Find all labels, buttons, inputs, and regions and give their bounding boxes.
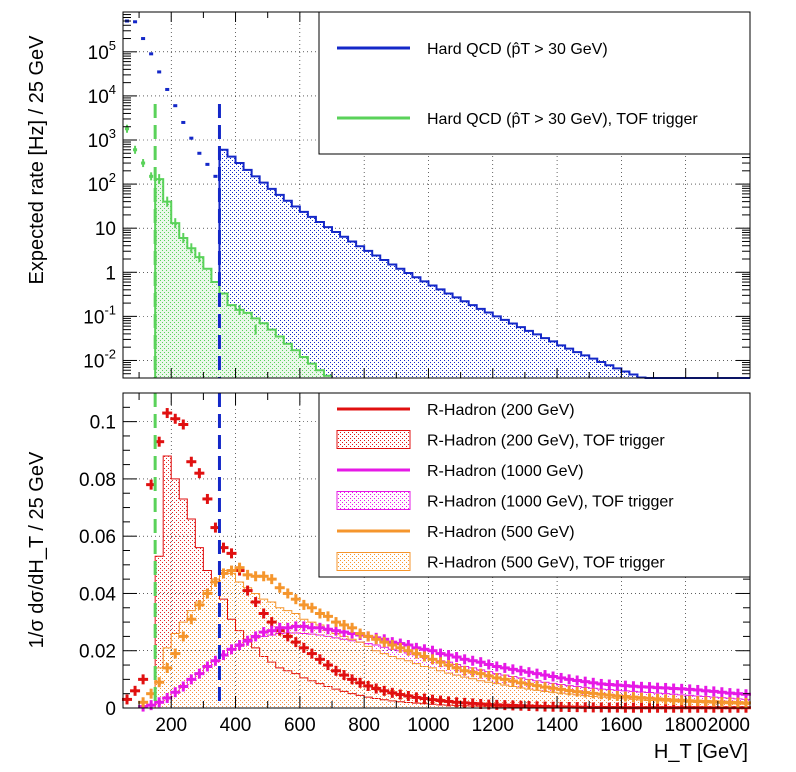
bottom-xtick-label-2: 600 — [284, 715, 316, 736]
top-ytick-label-0: 10-2 — [83, 346, 116, 372]
bottom-xtick-label-4: 1000 — [407, 715, 449, 736]
bottom-ytick-label-2: 0.04 — [79, 584, 116, 605]
bottom-y-tick-labels: 0 0.02 0.04 0.06 0.08 0.1 — [79, 413, 116, 720]
top-ytick-label-1: 10-1 — [83, 302, 116, 328]
bottom-xtick-label-6: 1400 — [536, 715, 578, 736]
bottom-ytick-label-4: 0.08 — [79, 470, 116, 491]
top-plot-area — [125, 19, 750, 379]
bottom-legend-swatch-1 — [336, 430, 411, 449]
bottom-legend-swatch-3 — [336, 491, 411, 510]
bottom-xtick-label-1: 400 — [220, 715, 252, 736]
bottom-xtick-label-9: 2000 — [708, 715, 750, 736]
top-y-axis-title: Expected rate [Hz] / 25 GeV — [26, 35, 48, 285]
top-legend-box — [318, 11, 751, 155]
top-ytick-label-7: 105 — [88, 38, 116, 64]
bottom-legend-label-2: R-Hadron (1000 GeV) — [427, 463, 584, 480]
top-legend-label-0: Hard QCD (p̂T > 30 GeV) — [427, 41, 608, 58]
bottom-xtick-label-7: 1600 — [600, 715, 642, 736]
top-ytick-label-3: 10 — [95, 219, 116, 240]
bottom-legend: R-Hadron (200 GeV) R-Hadron (200 GeV), TO… — [318, 392, 751, 578]
bottom-ytick-label-3: 0.06 — [79, 527, 116, 548]
bottom-x-tick-labels: 200 400 600 800 1000 1200 1400 1600 1800 2000 — [155, 715, 750, 736]
bottom-legend-box — [318, 392, 751, 578]
bottom-xtick-label-3: 800 — [348, 715, 380, 736]
bottom-ytick-label-1: 0.02 — [79, 642, 116, 663]
top-hist-fill-0 — [219, 149, 750, 378]
top-ytick-label-6: 104 — [88, 82, 116, 108]
top-hist-line-1 — [154, 178, 332, 378]
top-legend-label-1: Hard QCD (p̂T > 30 GeV), TOF trigger — [427, 111, 698, 128]
bottom-panel: 0 0.02 0.04 0.06 0.08 0.1 200 400 600 800 1000 120… — [26, 392, 751, 763]
top-ytick-label-5: 103 — [88, 126, 116, 152]
bottom-y-axis-title-text: 1/σ dσ/dH_T / 25 GeV — [26, 451, 48, 648]
top-y-tick-labels: 10-2 10-1 1 10 102 103 104 105 — [83, 38, 116, 373]
bottom-hist-fill-rh500 — [123, 570, 750, 708]
bottom-legend-label-1: R-Hadron (200 GeV), TOF trigger — [427, 433, 665, 450]
top-ytick-label-2: 1 — [105, 263, 116, 284]
bottom-ytick-label-0: 0 — [105, 699, 116, 720]
top-legend: Hard QCD (p̂T > 30 GeV) Hard QCD (p̂T > 3… — [318, 11, 751, 155]
bottom-legend-label-4: R-Hadron (500 GeV) — [427, 524, 575, 541]
top-panel: 10-2 10-1 1 10 102 103 104 105 Hard QCD (p̂T > … — [26, 11, 751, 379]
bottom-x-axis-title: H_T [GeV] — [654, 741, 748, 763]
bottom-ytick-label-5: 0.1 — [90, 413, 116, 434]
bottom-plot-area — [122, 393, 751, 713]
bottom-xtick-label-8: 1800 — [665, 715, 707, 736]
bottom-xtick-label-5: 1200 — [472, 715, 514, 736]
top-hist-fill-1 — [155, 179, 332, 378]
bottom-legend-label-5: R-Hadron (500 GeV), TOF trigger — [427, 555, 665, 572]
bottom-xtick-label-0: 200 — [155, 715, 187, 736]
bottom-hist-line-rh500 — [123, 570, 750, 709]
bottom-legend-label-3: R-Hadron (1000 GeV), TOF trigger — [427, 494, 674, 511]
bottom-legend-swatch-5 — [336, 552, 411, 571]
top-ytick-label-4: 102 — [88, 170, 116, 196]
bottom-y-axis-title: 1/σ dσ/dH_T / 25 GeV — [26, 451, 48, 648]
bottom-legend-label-0: R-Hadron (200 GeV) — [427, 402, 575, 419]
